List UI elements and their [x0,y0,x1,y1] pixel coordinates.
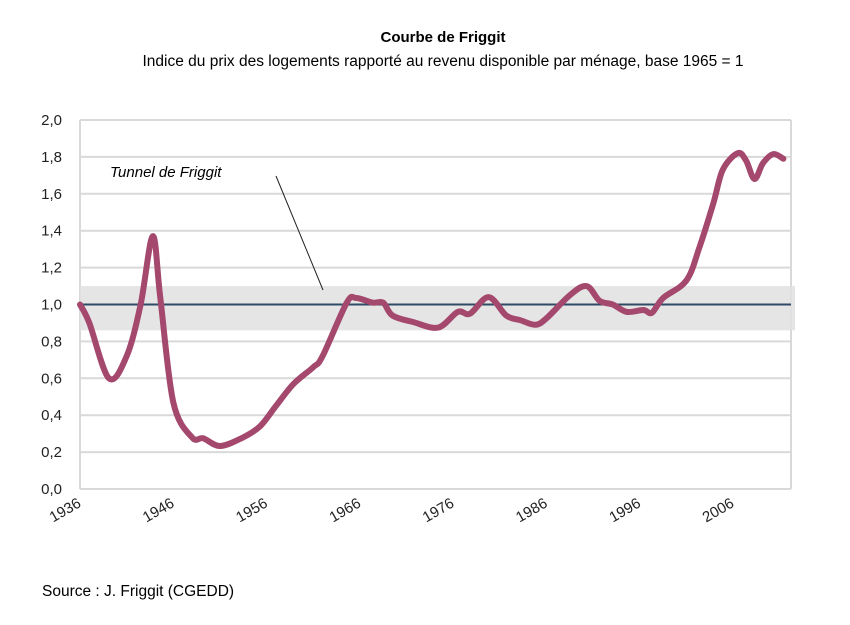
y-tick-label: 2,0 [41,112,62,129]
y-tick-label: 0,8 [41,333,62,350]
x-tick-label: 1956 [233,495,270,526]
y-tick-label: 1,8 [41,149,62,166]
x-tick-label: 1946 [140,495,177,526]
series-line [77,149,787,450]
annotation-pointer [275,175,324,291]
y-tick-label: 1,4 [41,223,62,240]
x-tick-label: 1966 [326,495,363,526]
x-axis-ticks: 1936 1946 1956 1966 1976 1986 1996 2006 [47,495,737,526]
y-tick-label: 0,0 [41,481,62,498]
x-tick-label: 1996 [606,495,643,526]
y-tick-label: 0,4 [41,407,62,424]
x-tick-label: 1976 [420,495,457,526]
x-tick-label: 1936 [47,495,84,526]
y-tick-label: 0,2 [41,444,62,461]
annotation-label: Tunnel de Friggit [110,164,222,181]
source-note: Source : J. Friggit (CGEDD) [42,583,234,600]
y-axis-ticks: 0,0 0,2 0,4 0,6 0,8 1,0 1,2 1,4 1,6 1,8 2,0 [41,112,62,498]
chart-title: Courbe de Friggit [381,29,506,46]
y-tick-label: 1,0 [41,297,62,314]
x-tick-label: 2006 [700,495,737,526]
y-tick-label: 0,6 [41,370,62,387]
x-tick-label: 1986 [513,495,550,526]
tunnel-band [80,286,795,331]
y-tick-label: 1,6 [41,186,62,203]
chart-subtitle: Indice du prix des logements rapporté au… [142,53,743,70]
y-tick-label: 1,2 [41,260,62,277]
